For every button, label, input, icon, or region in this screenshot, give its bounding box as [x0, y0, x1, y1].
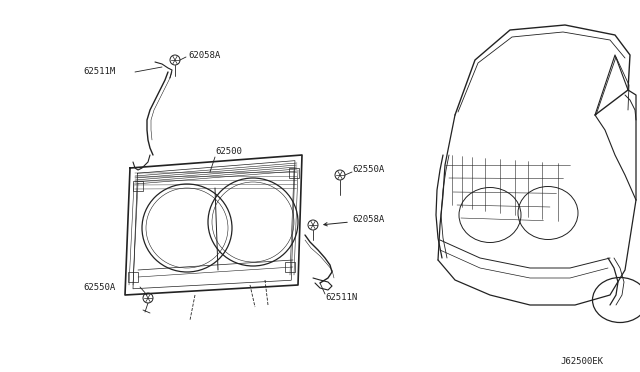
Text: 62058A: 62058A: [352, 215, 384, 224]
Bar: [128, 272, 138, 282]
Bar: [289, 168, 299, 178]
Text: 62550A: 62550A: [83, 282, 115, 292]
Text: 62550A: 62550A: [352, 166, 384, 174]
Text: 62511M: 62511M: [83, 67, 115, 77]
Text: 62500: 62500: [215, 148, 242, 157]
Bar: [133, 181, 143, 191]
Text: J62500EK: J62500EK: [560, 357, 603, 366]
Text: 62058A: 62058A: [188, 51, 220, 60]
Text: 62511N: 62511N: [325, 294, 357, 302]
Bar: [285, 262, 295, 272]
